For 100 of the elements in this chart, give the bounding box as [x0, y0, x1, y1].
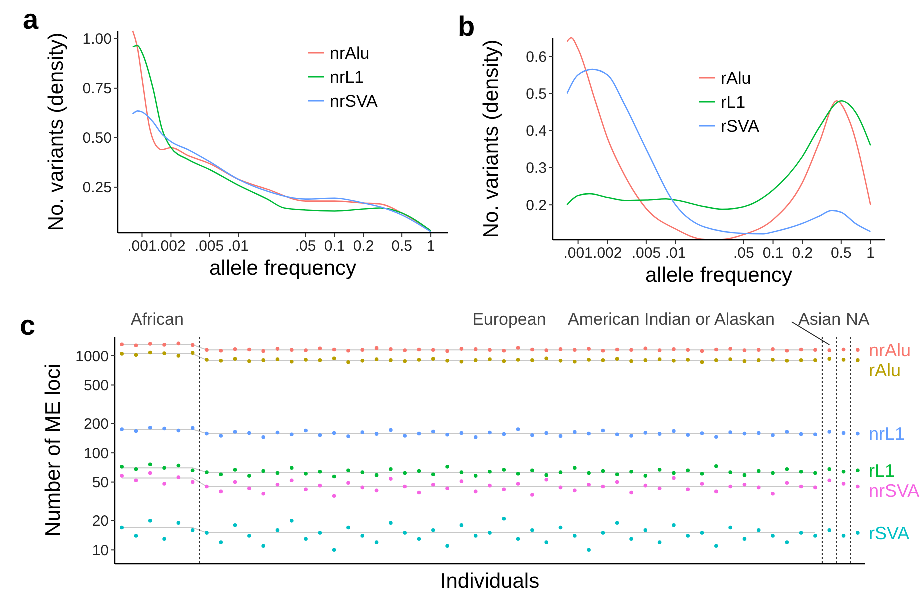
point	[771, 347, 775, 352]
point	[460, 347, 464, 351]
point	[814, 432, 818, 437]
point	[601, 348, 606, 353]
point	[644, 528, 648, 532]
point	[771, 358, 775, 362]
point	[262, 358, 266, 362]
point	[276, 430, 280, 435]
point	[544, 540, 549, 544]
y-axis-title: Number of ME loci	[42, 364, 65, 537]
y-tick-label: 0.2	[526, 197, 547, 214]
point	[248, 431, 252, 436]
point	[658, 358, 662, 362]
point	[828, 348, 832, 352]
point	[374, 432, 379, 436]
text: Asian	[798, 310, 842, 329]
point	[842, 358, 846, 362]
point	[417, 490, 422, 495]
point	[842, 348, 846, 352]
x-tick-label: .001	[564, 245, 593, 262]
point	[615, 357, 620, 361]
point	[856, 348, 860, 352]
point	[516, 472, 520, 476]
point	[686, 348, 690, 352]
point	[728, 526, 732, 530]
point	[290, 466, 294, 470]
point	[488, 430, 492, 435]
point	[630, 348, 634, 352]
point	[700, 472, 704, 476]
point	[360, 534, 365, 538]
point	[587, 358, 591, 362]
legend-label: nrL1	[330, 68, 364, 87]
y-tick-label: 0.75	[82, 80, 112, 98]
point	[502, 348, 506, 353]
y-tick-label: 500	[84, 377, 109, 394]
point	[190, 426, 195, 430]
point	[544, 478, 549, 482]
series-label: nrSVA	[869, 480, 920, 501]
point	[148, 462, 152, 467]
point	[360, 470, 365, 474]
point	[332, 431, 336, 436]
point	[601, 428, 606, 433]
point	[318, 358, 322, 362]
legend-label: nrAlu	[330, 44, 370, 63]
point	[446, 432, 450, 437]
point	[728, 358, 732, 362]
point	[332, 494, 336, 498]
point	[162, 343, 166, 347]
point	[814, 348, 818, 352]
point	[573, 534, 577, 538]
point	[856, 358, 860, 362]
point	[587, 347, 591, 351]
legend-label: rSVA	[721, 116, 760, 136]
point	[756, 358, 761, 362]
x-tick-label: 1	[866, 245, 875, 262]
point	[530, 434, 534, 438]
point	[828, 467, 832, 472]
x-tick-label: 0.5	[830, 245, 852, 262]
point	[615, 472, 620, 477]
point	[714, 490, 718, 494]
point	[488, 531, 492, 535]
point	[446, 359, 450, 363]
point	[162, 466, 166, 470]
point	[615, 348, 620, 352]
point	[219, 540, 224, 544]
point	[516, 537, 520, 541]
point	[276, 347, 280, 351]
point	[346, 526, 350, 530]
x-tick-label: 1	[426, 238, 436, 255]
point	[686, 433, 690, 438]
point	[403, 434, 407, 438]
point	[374, 346, 379, 350]
point	[856, 531, 860, 535]
point	[544, 431, 549, 436]
point	[205, 470, 209, 474]
x-tick-label: 0.2	[353, 238, 374, 255]
point	[714, 348, 718, 352]
text: American Indian or Alaskan	[568, 310, 775, 329]
point	[360, 359, 365, 363]
point	[630, 537, 634, 541]
point	[686, 358, 690, 362]
point	[233, 357, 238, 361]
point	[785, 430, 790, 434]
point	[332, 348, 336, 352]
point	[374, 540, 379, 544]
point	[573, 430, 577, 434]
point	[814, 534, 818, 538]
point	[502, 360, 506, 364]
point	[120, 526, 124, 530]
point	[672, 476, 676, 480]
point	[290, 478, 294, 483]
point	[714, 544, 718, 548]
point	[374, 473, 379, 478]
point	[842, 470, 846, 474]
point	[446, 349, 450, 354]
point	[176, 521, 181, 525]
point	[530, 528, 534, 532]
point	[205, 348, 209, 352]
point	[558, 486, 563, 490]
point	[346, 481, 350, 486]
